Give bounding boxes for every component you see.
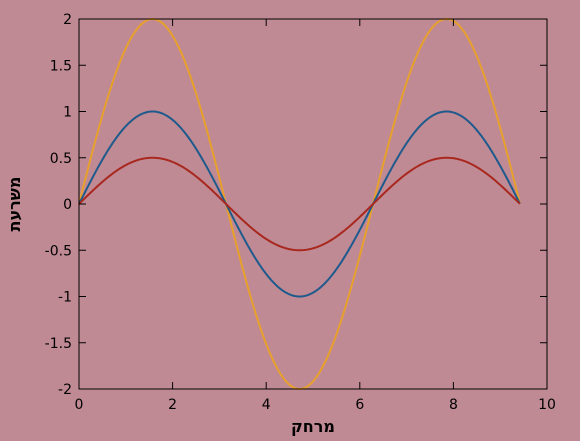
y-tick-label: 1	[63, 105, 72, 121]
y-tick-label: -1	[58, 290, 72, 306]
x-tick-label: 8	[449, 397, 458, 413]
y-tick-label: -0.5	[45, 243, 72, 259]
y-tick-label: -2	[58, 382, 72, 398]
x-tick-label: 2	[168, 397, 177, 413]
series-line-1	[78, 110, 521, 298]
x-tick-label: 4	[262, 397, 271, 413]
y-tick-label: 0.5	[50, 151, 72, 167]
series-layer	[78, 17, 521, 391]
x-tick-label: 6	[355, 397, 364, 413]
x-tick-label: 0	[75, 397, 84, 413]
ticks-layer: 0 2 4 6 8 10 -2 -1.5 -1 -0.5 0 0.5 1 1.5 2	[45, 12, 556, 413]
plot-frame	[78, 18, 548, 390]
x-tick-label: 10	[538, 397, 556, 413]
y-tick-label: 0	[63, 197, 72, 213]
y-axis-label: משרעת	[5, 177, 24, 232]
series-line-0	[78, 17, 521, 391]
x-axis-label: מרחק	[291, 417, 335, 436]
y-tick-label: 1.5	[50, 58, 72, 74]
y-tick-label: -1.5	[45, 336, 72, 352]
y-tick-label: 2	[63, 12, 72, 28]
series-line-2	[78, 156, 521, 252]
